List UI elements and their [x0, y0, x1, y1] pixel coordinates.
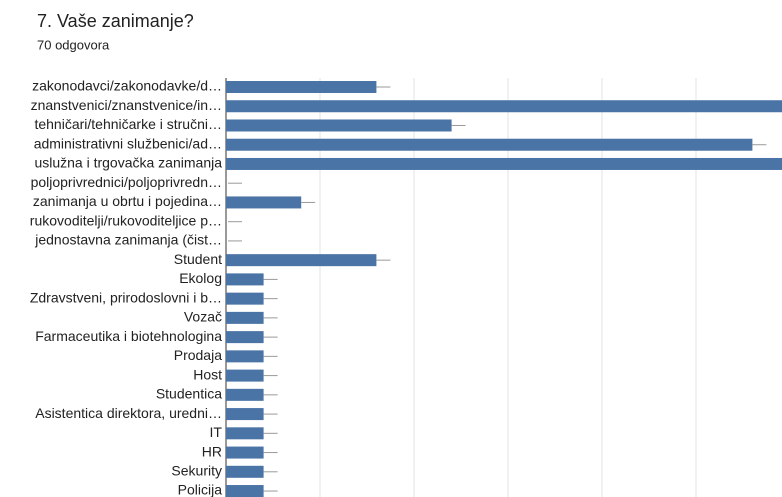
y-tick-label: Host — [193, 366, 222, 382]
y-tick-label: tehničari/tehničarke i stručni… — [34, 116, 222, 132]
bar — [226, 350, 264, 363]
bar — [226, 311, 264, 324]
bar — [226, 446, 264, 459]
y-tick-label: Studentica — [156, 386, 222, 402]
bar — [226, 427, 264, 440]
bar — [226, 388, 264, 401]
y-tick-label: Prodaja — [174, 347, 222, 363]
bar — [226, 408, 264, 421]
y-tick-label: zakonodavci/zakonodavke/d… — [32, 78, 222, 94]
chart-subtitle: 70 odgovora — [37, 37, 110, 52]
bar — [226, 138, 753, 151]
chart-title: 7. Vaše zanimanje? — [37, 11, 194, 31]
bar — [226, 119, 452, 132]
y-tick-label: Policija — [178, 482, 223, 497]
y-tick-label: Sekurity — [171, 463, 222, 479]
plot-area — [225, 78, 782, 497]
bar — [226, 157, 782, 170]
bar — [226, 100, 782, 113]
bar — [226, 273, 264, 286]
bar — [226, 254, 377, 267]
y-tick-label: rukovoditelji/rukovoditeljice p… — [30, 212, 222, 228]
y-tick-label: Zdravstveni, prirodoslovni i b… — [30, 289, 222, 305]
y-tick-label: Farmaceutika i biotehnologina — [35, 328, 222, 344]
y-tick-label: poljoprivrednici/poljoprivredn… — [31, 174, 222, 190]
y-tick-label: Vozač — [184, 309, 222, 325]
bar — [226, 292, 264, 305]
y-tick-label: Student — [174, 251, 222, 267]
bar — [226, 331, 264, 344]
bar — [226, 81, 377, 93]
y-tick-label: administrativni službenici/ad… — [34, 135, 222, 151]
y-tick-label: IT — [210, 424, 223, 440]
bar — [226, 196, 302, 209]
bar — [226, 369, 264, 382]
y-tick-label: Asistentica direktora, uredni… — [35, 405, 222, 421]
bar — [226, 485, 264, 497]
y-tick-label: Ekolog — [179, 270, 222, 286]
y-tick-label: zanimanja u obrtu i pojedina… — [33, 193, 222, 209]
y-tick-label: znanstvenici/znanstvenice/in… — [31, 97, 222, 113]
y-tick-label: uslužna i trgovačka zanimanja — [34, 155, 222, 171]
y-tick-label: jednostavna zanimanja (čist… — [34, 232, 222, 248]
y-tick-label: HR — [202, 443, 222, 459]
bar — [226, 465, 264, 478]
